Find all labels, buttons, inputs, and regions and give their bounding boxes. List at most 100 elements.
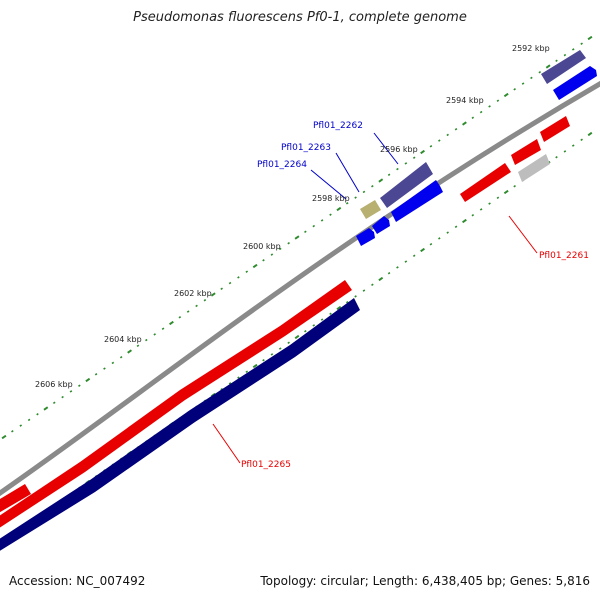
tick-mark	[304, 329, 307, 333]
tick-mark	[420, 247, 425, 253]
gene-blue-small-pfl01-2264[interactable]	[356, 228, 375, 246]
gene-khaki-pfl01-2263[interactable]	[360, 200, 381, 219]
gene-blue-mid[interactable]	[391, 180, 443, 222]
tick-mark	[145, 338, 148, 342]
tick-mark	[587, 35, 593, 41]
tick-mark	[354, 196, 357, 199]
gene-red-long-tip[interactable]	[0, 484, 31, 518]
tick-mark	[521, 82, 525, 85]
gene-red-small-1[interactable]	[540, 116, 570, 142]
tick-mark	[262, 259, 265, 262]
tick-mark	[396, 167, 399, 171]
gene-label-pfl01-2263[interactable]: Pfl01_2263	[281, 143, 331, 153]
tick-mark	[387, 173, 391, 177]
tick-mark	[454, 127, 458, 131]
tick-mark	[287, 341, 290, 345]
tick-mark	[228, 382, 232, 385]
callout-pfl01-2265	[212, 423, 241, 464]
tick-mark	[412, 254, 416, 258]
tick-mark	[220, 387, 223, 391]
gene-darkblue-long[interactable]	[0, 298, 360, 557]
tick-mark	[396, 266, 399, 269]
tick-mark	[362, 289, 366, 292]
tick-mark	[530, 76, 533, 80]
tick-mark	[278, 347, 282, 350]
tick-mark	[378, 276, 384, 282]
tick-mark	[27, 418, 31, 422]
tick-mark	[580, 42, 583, 45]
tick-mark	[496, 99, 500, 102]
tick-mark	[488, 202, 491, 205]
tick-mark	[420, 149, 425, 155]
tick-mark	[371, 283, 374, 287]
genome-summary-text: Topology: circular; Length: 6,438,405 bp…	[260, 574, 590, 588]
tick-mark	[345, 300, 349, 304]
tick-mark	[94, 373, 98, 376]
tick-mark	[580, 138, 583, 142]
tick-mark	[294, 334, 300, 340]
kbp-label: 2604 kbp	[104, 335, 142, 344]
tick-mark	[43, 406, 49, 411]
tick-mark	[354, 295, 357, 298]
tick-mark	[446, 133, 449, 137]
callout-pfl01-2262	[373, 132, 399, 165]
tick-mark	[52, 401, 56, 405]
gene-label-pfl01-2265[interactable]: Pfl01_2265	[241, 460, 291, 470]
gene-gray[interactable]	[518, 154, 550, 182]
gene-red-small-2[interactable]	[511, 139, 541, 165]
tick-mark	[345, 202, 349, 205]
tick-mark	[287, 241, 290, 245]
tick-mark	[252, 263, 258, 269]
gene-label-pfl01-2264[interactable]: Pfl01_2264	[257, 160, 307, 170]
gene-label-pfl01-2262[interactable]: Pfl01_2262	[313, 121, 363, 131]
tick-mark	[252, 363, 258, 369]
tick-mark	[429, 145, 433, 148]
gene-red-pfl01-2261[interactable]	[460, 163, 511, 202]
tick-mark	[362, 190, 366, 194]
tick-mark	[513, 184, 516, 188]
tick-mark	[513, 88, 516, 91]
tick-mark	[429, 242, 433, 246]
gene-label-pfl01-2261[interactable]: Pfl01_2261	[539, 251, 589, 261]
tick-mark	[228, 281, 232, 285]
tick-mark	[587, 131, 593, 137]
tick-mark	[462, 121, 467, 126]
tick-mark	[438, 139, 441, 142]
tick-mark	[220, 287, 223, 291]
tick-mark	[36, 412, 39, 416]
tick-mark	[262, 358, 265, 362]
tick-mark	[471, 116, 475, 120]
tick-mark	[69, 390, 73, 393]
gene-blue-small-1[interactable]	[372, 216, 390, 234]
tick-mark	[479, 208, 483, 211]
tick-mark	[312, 224, 316, 228]
kbp-label: 2602 kbp	[174, 289, 212, 298]
gene-blue-top[interactable]	[553, 66, 597, 100]
tick-mark	[320, 318, 324, 321]
tick-mark	[278, 247, 282, 251]
kbp-label: 2594 kbp	[446, 96, 484, 105]
tick-mark	[161, 327, 165, 330]
tick-mark	[186, 310, 190, 313]
tick-mark	[404, 162, 408, 165]
gene-red-long-pfl01-2265[interactable]	[0, 280, 352, 534]
gene-purple-pfl01-2262[interactable]	[380, 162, 433, 208]
tick-mark	[538, 70, 542, 74]
tick-mark	[127, 349, 132, 354]
tick-mark	[119, 355, 123, 359]
tick-mark	[412, 156, 416, 159]
tick-mark	[270, 353, 274, 356]
tick-mark	[237, 276, 240, 279]
tick-mark	[336, 305, 342, 311]
kbp-label: 2600 kbp	[243, 242, 281, 251]
tick-mark	[103, 367, 106, 370]
gene-purple-top[interactable]	[541, 50, 586, 84]
kbp-label: 2598 kbp	[312, 194, 350, 203]
tick-mark	[329, 213, 332, 216]
label-callouts	[212, 132, 538, 464]
tick-mark	[61, 395, 64, 399]
tick-mark	[438, 237, 441, 240]
map-title: Pseudomonas fluorescens Pf0-1, complete …	[133, 10, 467, 25]
tick-mark	[446, 231, 449, 234]
tick-mark	[387, 271, 391, 275]
